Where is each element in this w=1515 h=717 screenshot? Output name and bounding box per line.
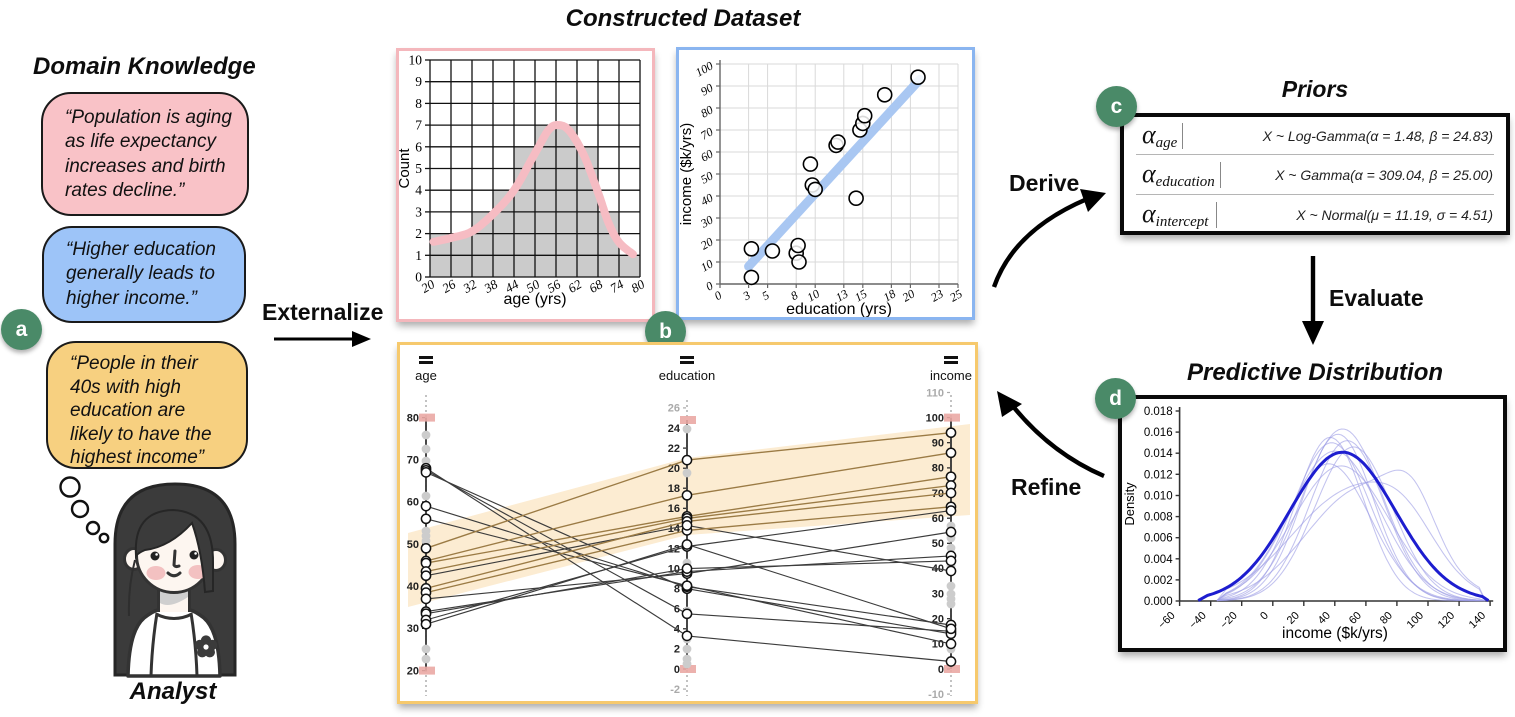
svg-text:62: 62 (565, 276, 584, 296)
svg-text:−40: −40 (1187, 610, 1209, 632)
svg-text:60: 60 (932, 513, 944, 525)
svg-text:0.016: 0.016 (1144, 427, 1173, 439)
svg-text:5: 5 (415, 161, 422, 176)
svg-text:0: 0 (1258, 610, 1271, 623)
svg-text:60: 60 (407, 497, 419, 509)
svg-text:2: 2 (415, 226, 422, 241)
svg-text:100: 100 (1405, 610, 1426, 631)
svg-text:60: 60 (698, 146, 715, 164)
svg-text:education (yrs): education (yrs) (786, 301, 892, 317)
svg-text:25: 25 (947, 286, 964, 304)
svg-text:0: 0 (938, 664, 944, 676)
svg-text:68: 68 (586, 276, 605, 296)
svg-text:education: education (659, 368, 715, 383)
svg-text:0.000: 0.000 (1144, 596, 1173, 608)
svg-text:80: 80 (932, 463, 944, 475)
svg-text:26: 26 (439, 276, 458, 296)
svg-text:3: 3 (740, 288, 753, 304)
svg-text:0.014: 0.014 (1144, 448, 1173, 460)
svg-text:90: 90 (698, 80, 715, 98)
svg-text:23: 23 (928, 286, 945, 304)
svg-text:1: 1 (415, 248, 422, 263)
svg-text:0.010: 0.010 (1144, 491, 1173, 503)
svg-text:−20: −20 (1218, 610, 1240, 632)
svg-text:26: 26 (668, 403, 680, 415)
svg-text:0.008: 0.008 (1144, 512, 1173, 524)
svg-text:-2: -2 (670, 684, 680, 696)
svg-text:3: 3 (415, 204, 422, 219)
svg-text:20: 20 (900, 286, 917, 304)
svg-text:Density: Density (1122, 482, 1137, 526)
svg-text:12: 12 (668, 543, 680, 555)
svg-text:140: 140 (1467, 610, 1488, 631)
svg-text:74: 74 (607, 276, 626, 296)
svg-text:age (yrs): age (yrs) (503, 291, 566, 308)
svg-text:6: 6 (415, 139, 422, 154)
svg-text:50: 50 (932, 538, 944, 550)
svg-text:0.018: 0.018 (1144, 406, 1173, 418)
svg-text:38: 38 (481, 276, 501, 296)
svg-text:110: 110 (926, 387, 944, 399)
svg-text:income: income (930, 368, 972, 383)
svg-text:10: 10 (409, 53, 423, 68)
svg-text:16: 16 (668, 503, 680, 515)
svg-text:8: 8 (674, 584, 680, 596)
svg-text:18: 18 (668, 483, 680, 495)
svg-text:100: 100 (693, 58, 716, 79)
svg-text:24: 24 (668, 423, 681, 435)
svg-text:-10: -10 (928, 689, 944, 701)
svg-text:−60: −60 (1156, 610, 1178, 632)
svg-text:30: 30 (697, 212, 715, 231)
svg-text:7: 7 (415, 118, 422, 133)
svg-text:80: 80 (407, 412, 419, 424)
svg-text:4: 4 (415, 183, 422, 198)
svg-text:80: 80 (628, 276, 647, 296)
svg-text:0.006: 0.006 (1144, 533, 1173, 545)
svg-text:30: 30 (407, 623, 419, 635)
svg-text:8: 8 (415, 96, 422, 111)
svg-text:income ($k/yrs): income ($k/yrs) (679, 123, 695, 226)
svg-text:Count: Count (399, 148, 413, 189)
svg-text:2: 2 (674, 644, 680, 656)
svg-text:20: 20 (407, 665, 419, 677)
svg-text:5: 5 (760, 288, 772, 303)
svg-text:22: 22 (668, 443, 680, 455)
svg-text:0.004: 0.004 (1144, 554, 1173, 566)
svg-text:30: 30 (932, 588, 944, 600)
svg-text:40: 40 (407, 581, 419, 593)
svg-text:9: 9 (415, 74, 422, 89)
svg-text:income ($k/yrs): income ($k/yrs) (1282, 625, 1388, 642)
svg-text:50: 50 (407, 539, 419, 551)
svg-text:20: 20 (698, 234, 715, 252)
svg-text:0.002: 0.002 (1144, 575, 1173, 587)
svg-text:0: 0 (712, 288, 724, 303)
svg-text:10: 10 (668, 563, 680, 575)
svg-text:0: 0 (415, 270, 422, 285)
svg-text:0.012: 0.012 (1144, 469, 1173, 481)
svg-text:32: 32 (460, 276, 480, 296)
svg-text:80: 80 (698, 102, 715, 120)
svg-text:50: 50 (698, 168, 715, 186)
svg-text:age: age (415, 368, 437, 383)
svg-text:70: 70 (698, 124, 715, 142)
svg-text:90: 90 (932, 438, 944, 450)
svg-text:40: 40 (698, 190, 715, 208)
svg-text:6: 6 (674, 604, 680, 616)
svg-text:10: 10 (698, 256, 715, 274)
svg-text:0: 0 (674, 664, 680, 676)
svg-text:70: 70 (407, 455, 419, 467)
svg-text:100: 100 (926, 412, 944, 424)
svg-text:120: 120 (1436, 610, 1457, 631)
